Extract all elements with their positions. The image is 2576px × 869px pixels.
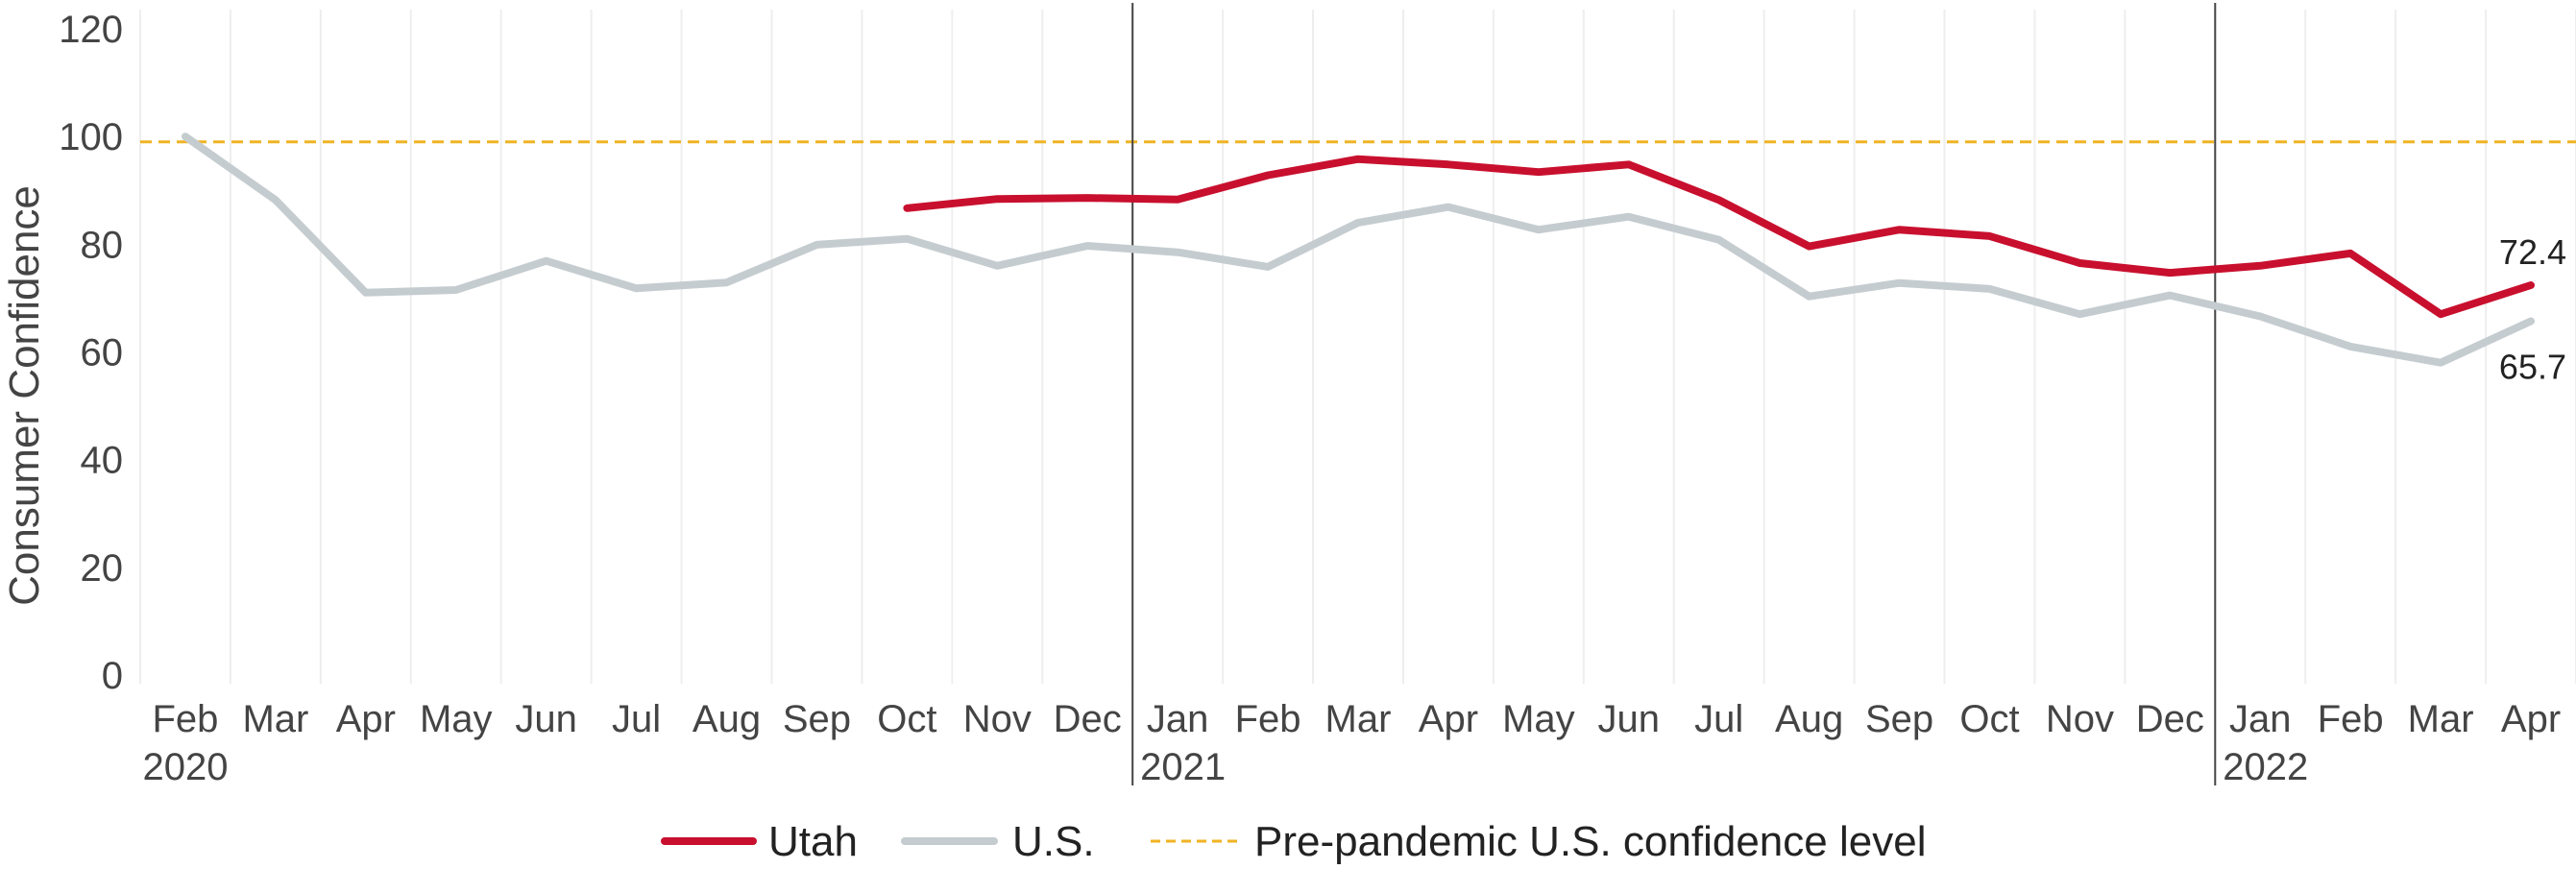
x-tick-label: Feb xyxy=(2318,698,2384,740)
x-tick-label: May xyxy=(1502,698,1575,740)
x-tick-label: Jan xyxy=(2229,698,2292,740)
x-tick-label: Jun xyxy=(515,698,577,740)
x-tick-label: Nov xyxy=(2046,698,2114,740)
x-tick-label: Jul xyxy=(612,698,661,740)
y-tick-label: 40 xyxy=(81,440,124,482)
y-tick-label: 120 xyxy=(59,9,123,51)
x-tick-label: Feb xyxy=(152,698,218,740)
x-tick-label: Apr xyxy=(336,698,396,740)
year-dividers xyxy=(1131,3,2217,785)
end-value-label-utah: 72.4 xyxy=(2499,232,2566,272)
legend-label: Utah xyxy=(768,818,858,865)
x-tick-label: Aug xyxy=(1775,698,1843,740)
legend-item-pre-pandemic-u-s-confidence-level: Pre-pandemic U.S. confidence level xyxy=(1151,818,1926,865)
x-tick-label: Dec xyxy=(1054,698,1122,740)
series-line-u-s xyxy=(182,133,2535,367)
x-tick-label: May xyxy=(420,698,493,740)
y-tick-label: 60 xyxy=(81,332,124,374)
legend-item-u-s: U.S. xyxy=(901,818,1095,865)
year-label: 2021 xyxy=(1140,746,1226,788)
x-tick-label: Mar xyxy=(1325,698,1392,740)
x-tick-label: Sep xyxy=(1865,698,1933,740)
legend: Utah U.S. Pre-pandemic U.S. confidence lev… xyxy=(661,818,1926,865)
y-tick-label: 20 xyxy=(81,547,124,590)
x-tick-label: Jul xyxy=(1694,698,1743,740)
year-label: 2022 xyxy=(2223,746,2308,788)
x-tick-label: Sep xyxy=(783,698,851,740)
x-tick-label: Mar xyxy=(242,698,308,740)
x-tick-label: Apr xyxy=(1419,698,1478,740)
x-tick-label: Jun xyxy=(1598,698,1661,740)
x-tick-label: Feb xyxy=(1235,698,1301,740)
x-tick-label: Nov xyxy=(963,698,1032,740)
x-tick-label: Mar xyxy=(2408,698,2474,740)
x-tick-label: Oct xyxy=(877,698,936,740)
end-value-label-u-s: 65.7 xyxy=(2499,348,2566,387)
y-tick-label: 0 xyxy=(102,655,123,697)
y-tick-label: 80 xyxy=(81,224,124,266)
legend-label: Pre-pandemic U.S. confidence level xyxy=(1254,818,1926,865)
x-tick-label: Apr xyxy=(2501,698,2561,740)
series-line-utah xyxy=(903,155,2535,319)
legend-item-utah: Utah xyxy=(661,818,858,865)
x-tick-label: Oct xyxy=(1959,698,2019,740)
x-tick-label: Jan xyxy=(1147,698,1209,740)
y-axis: 0 20 40 60 80 100 120 xyxy=(59,9,123,697)
x-tick-label: Aug xyxy=(693,698,761,740)
y-tick-label: 100 xyxy=(59,116,123,158)
year-label: 2020 xyxy=(142,746,228,788)
y-axis-title: Consumer Confidence xyxy=(1,185,48,606)
x-tick-label: Dec xyxy=(2136,698,2204,740)
vertical-gridlines xyxy=(139,10,2576,684)
x-axis-labels: Feb Mar Apr May Jun Jul Aug Sep Oct Nov Dec Jan Feb M… xyxy=(142,698,2561,788)
legend-label: U.S. xyxy=(1012,818,1095,865)
series-lines: 65.7 72.4 xyxy=(182,133,2566,387)
